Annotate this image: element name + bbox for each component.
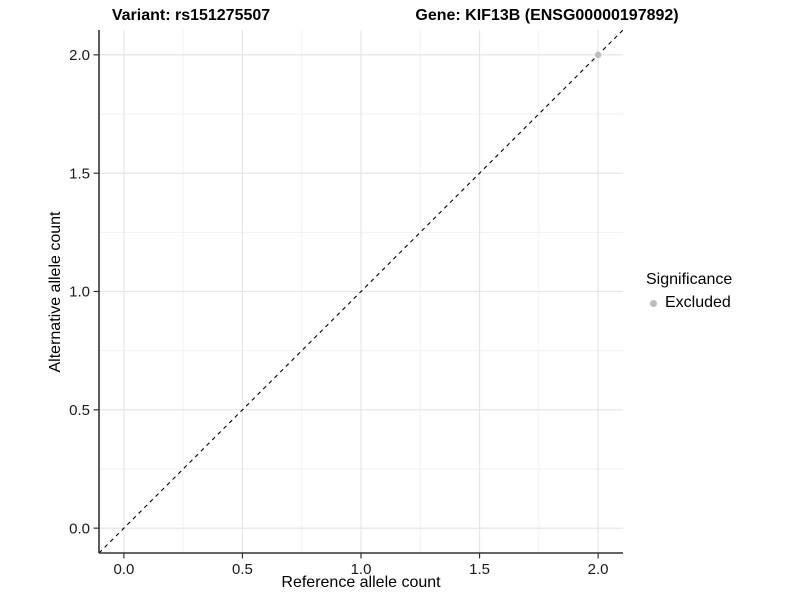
- y-tick-label: 1.0: [69, 284, 90, 301]
- x-tick-label: 0.5: [232, 561, 253, 578]
- y-tick-label: 0.5: [69, 402, 90, 419]
- x-tick-label: 0.0: [113, 561, 134, 578]
- y-tick-label: 1.5: [69, 165, 90, 182]
- y-tick-label: 2.0: [69, 47, 90, 64]
- identity-reference-line: [98, 29, 624, 554]
- x-axis-title: Reference allele count: [281, 574, 441, 591]
- legend-title: Significance: [646, 271, 733, 288]
- plot-title-gene: Gene: KIF13B (ENSG00000197892): [415, 7, 679, 24]
- x-tick-label: 2.0: [588, 561, 609, 578]
- x-tick-label: 1.0: [351, 561, 372, 578]
- excluded-point-icon: [649, 299, 657, 307]
- legend-key: [642, 292, 664, 314]
- y-axis-title: Alternative allele count: [47, 211, 64, 373]
- y-tick-label: 0.0: [69, 520, 90, 537]
- legend-entry-excluded: Excluded: [642, 292, 732, 314]
- legend-entry-label: Excluded: [665, 294, 731, 311]
- x-tick-label: 1.5: [469, 561, 490, 578]
- data-point-excluded: [594, 51, 602, 59]
- plot-title-variant: Variant: rs151275507: [111, 7, 271, 24]
- legend: Significance Excluded: [642, 271, 732, 314]
